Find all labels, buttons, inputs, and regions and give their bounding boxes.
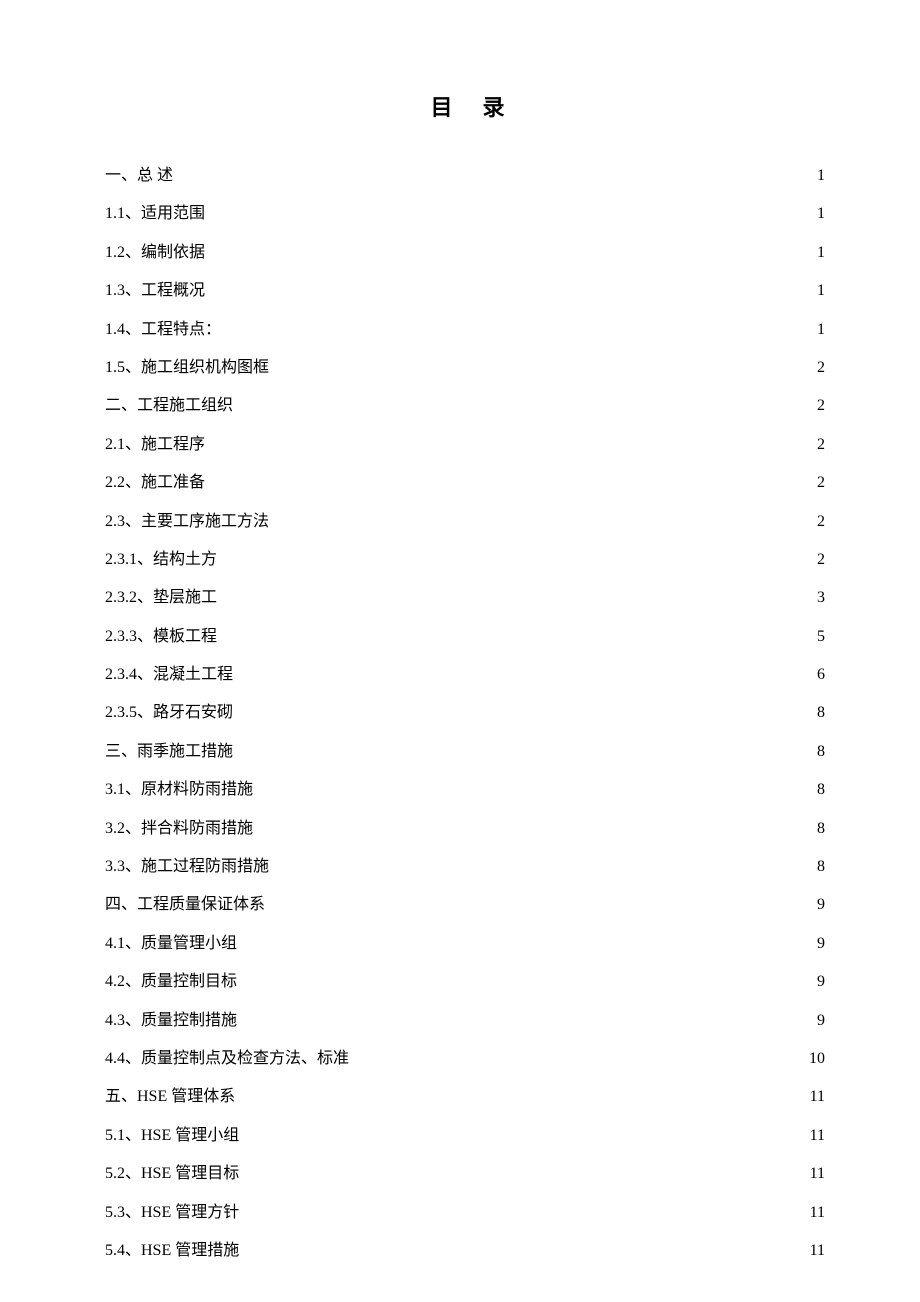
toc-entry: 5.2、HSE 管理目标 11 xyxy=(105,1155,830,1193)
toc-entry-label: 五、HSE 管理体系 xyxy=(105,1078,235,1116)
toc-entry-label: 1.4、工程特点： xyxy=(105,311,221,349)
toc-entry-label: 3.2、拌合料防雨措施 xyxy=(105,810,253,848)
toc-entry-page: 11 xyxy=(795,1078,825,1116)
toc-entry-label: 5.3、HSE 管理方针 xyxy=(105,1194,239,1232)
toc-entry-label: 2.3.2、垫层施工 xyxy=(105,579,217,617)
toc-entry: 5.1、HSE 管理小组 11 xyxy=(105,1117,830,1155)
toc-title: 目录 xyxy=(105,90,830,122)
toc-entry-label: 2.3、主要工序施工方法 xyxy=(105,503,269,541)
toc-entry: 2.3.1、结构土方 2 xyxy=(105,541,830,579)
toc-entry-label: 四、工程质量保证体系 xyxy=(105,886,265,924)
toc-entry-page: 9 xyxy=(795,925,825,963)
toc-entry: 5.3、HSE 管理方针 11 xyxy=(105,1194,830,1232)
toc-entry-label: 2.2、施工准备 xyxy=(105,464,205,502)
toc-entry-label: 三、雨季施工措施 xyxy=(105,733,233,771)
toc-entry-label: 4.2、质量控制目标 xyxy=(105,963,237,1001)
toc-entry-page: 11 xyxy=(795,1155,825,1193)
toc-entry-page: 2 xyxy=(795,541,825,579)
toc-entry-page: 5 xyxy=(795,618,825,656)
toc-entry-label: 一、总 述 xyxy=(105,157,173,195)
toc-entry: 2.3.5、路牙石安砌 8 xyxy=(105,694,830,732)
toc-entry-page: 2 xyxy=(795,464,825,502)
toc-entry: 二、工程施工组织 2 xyxy=(105,387,830,425)
toc-entry-page: 2 xyxy=(795,349,825,387)
toc-entry: 3.3、施工过程防雨措施 8 xyxy=(105,848,830,886)
toc-entry-page: 11 xyxy=(795,1194,825,1232)
toc-entry-page: 9 xyxy=(795,1002,825,1040)
toc-entry-page: 9 xyxy=(795,886,825,924)
toc-entry: 1.2、编制依据 1 xyxy=(105,234,830,272)
toc-entry-label: 1.2、编制依据 xyxy=(105,234,205,272)
toc-entry-page: 1 xyxy=(795,195,825,233)
toc-entry-label: 1.1、适用范围 xyxy=(105,195,205,233)
toc-entry: 4.4、质量控制点及检查方法、标准 10 xyxy=(105,1040,830,1078)
toc-entry-page: 8 xyxy=(795,848,825,886)
toc-entry-label: 5.1、HSE 管理小组 xyxy=(105,1117,239,1155)
toc-entry-page: 9 xyxy=(795,963,825,1001)
toc-entry: 4.1、质量管理小组 9 xyxy=(105,925,830,963)
toc-entry: 1.1、适用范围 1 xyxy=(105,195,830,233)
toc-entry: 2.3.2、垫层施工 3 xyxy=(105,579,830,617)
toc-entry: 2.3.4、混凝土工程 6 xyxy=(105,656,830,694)
toc-entry-page: 8 xyxy=(795,733,825,771)
toc-entry-page: 8 xyxy=(795,771,825,809)
toc-entry-page: 1 xyxy=(795,234,825,272)
toc-entry: 5.4、HSE 管理措施 11 xyxy=(105,1232,830,1270)
toc-entry-label: 2.3.4、混凝土工程 xyxy=(105,656,233,694)
toc-entry-label: 5.4、HSE 管理措施 xyxy=(105,1232,239,1270)
toc-entry-page: 10 xyxy=(795,1040,825,1078)
toc-entry: 1.3、工程概况 1 xyxy=(105,272,830,310)
toc-entry-page: 11 xyxy=(795,1117,825,1155)
toc-entry: 四、工程质量保证体系 9 xyxy=(105,886,830,924)
toc-entry: 1.4、工程特点： 1 xyxy=(105,311,830,349)
toc-entry: 3.2、拌合料防雨措施 8 xyxy=(105,810,830,848)
toc-entry-label: 2.1、施工程序 xyxy=(105,426,205,464)
toc-entry: 4.3、质量控制措施 9 xyxy=(105,1002,830,1040)
toc-entry: 2.1、施工程序 2 xyxy=(105,426,830,464)
toc-entry-label: 2.3.1、结构土方 xyxy=(105,541,217,579)
toc-entry: 2.2、施工准备 2 xyxy=(105,464,830,502)
toc-entry-label: 1.5、施工组织机构图框 xyxy=(105,349,269,387)
toc-entry-page: 2 xyxy=(795,426,825,464)
toc-entry-label: 4.4、质量控制点及检查方法、标准 xyxy=(105,1040,349,1078)
toc-entry-label: 2.3.5、路牙石安砌 xyxy=(105,694,233,732)
toc-container: 一、总 述11.1、适用范围11.2、编制依据11.3、工程概况11.4、工程特… xyxy=(105,157,830,1270)
toc-entry-page: 8 xyxy=(795,694,825,732)
toc-entry-page: 3 xyxy=(795,579,825,617)
toc-entry-page: 2 xyxy=(795,503,825,541)
toc-entry: 一、总 述 1 xyxy=(105,157,830,195)
toc-entry-label: 3.1、原材料防雨措施 xyxy=(105,771,253,809)
toc-entry-page: 8 xyxy=(795,810,825,848)
toc-entry: 五、HSE 管理体系 11 xyxy=(105,1078,830,1116)
toc-entry-label: 2.3.3、模板工程 xyxy=(105,618,217,656)
toc-entry: 3.1、原材料防雨措施 8 xyxy=(105,771,830,809)
toc-entry-page: 1 xyxy=(795,311,825,349)
toc-entry-page: 11 xyxy=(795,1232,825,1270)
toc-entry-page: 1 xyxy=(795,272,825,310)
toc-entry-label: 二、工程施工组织 xyxy=(105,387,233,425)
toc-entry: 2.3、主要工序施工方法 2 xyxy=(105,503,830,541)
toc-entry: 1.5、施工组织机构图框 2 xyxy=(105,349,830,387)
toc-entry-page: 2 xyxy=(795,387,825,425)
toc-entry-label: 1.3、工程概况 xyxy=(105,272,205,310)
toc-entry-label: 3.3、施工过程防雨措施 xyxy=(105,848,269,886)
toc-entry-label: 4.3、质量控制措施 xyxy=(105,1002,237,1040)
toc-entry: 4.2、质量控制目标 9 xyxy=(105,963,830,1001)
toc-entry-label: 4.1、质量管理小组 xyxy=(105,925,237,963)
toc-entry: 三、雨季施工措施 8 xyxy=(105,733,830,771)
toc-entry-page: 6 xyxy=(795,656,825,694)
toc-entry-page: 1 xyxy=(795,157,825,195)
toc-entry: 2.3.3、模板工程 5 xyxy=(105,618,830,656)
toc-entry-label: 5.2、HSE 管理目标 xyxy=(105,1155,239,1193)
